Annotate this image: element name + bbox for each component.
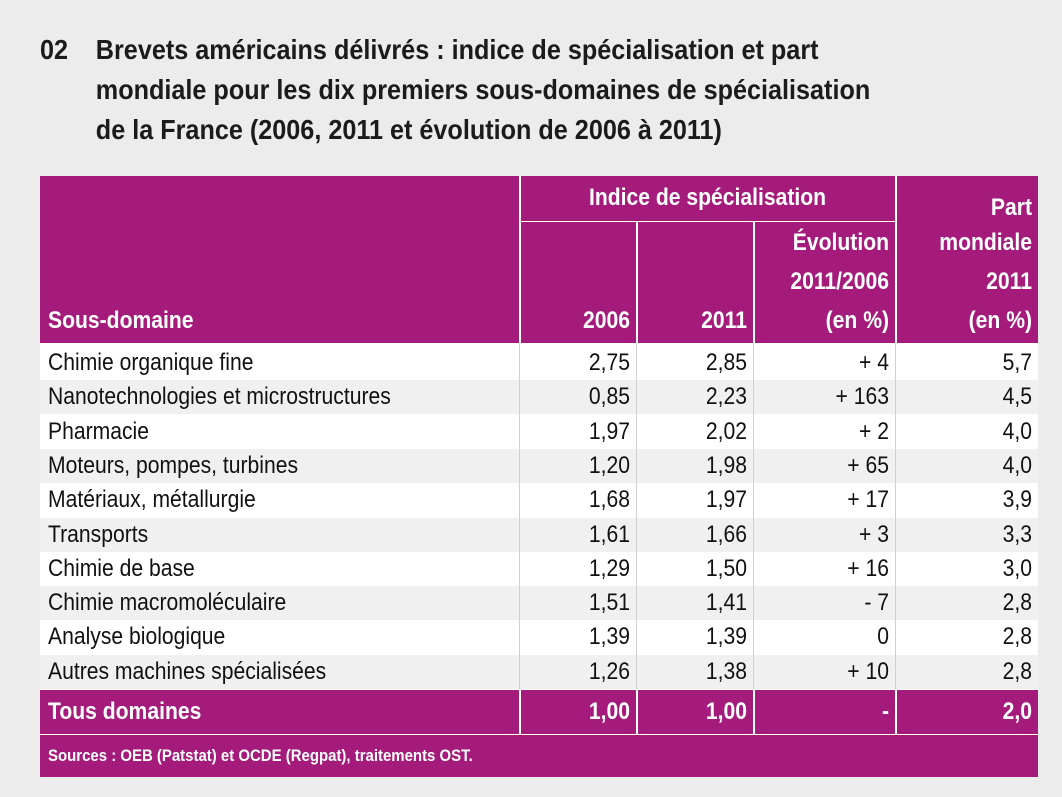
row-v2006: 1,39 <box>588 623 630 651</box>
row-label: Transports <box>48 520 149 548</box>
row-v2006: 1,26 <box>588 657 630 685</box>
row-label: Pharmacie <box>48 417 149 445</box>
row-evolution: - 7 <box>864 589 889 617</box>
row-v2011: 1,41 <box>705 589 747 617</box>
row-share: 4,0 <box>1002 451 1032 479</box>
total-evolution: - <box>881 698 889 725</box>
row-share: 4,0 <box>1002 417 1032 445</box>
title-line: Brevets américains délivrés : indice de … <box>95 34 819 65</box>
table-row: Transports 1,61 1,66 + 3 3,3 <box>40 517 1038 552</box>
row-v2011: 1,66 <box>705 520 747 548</box>
row-v2011: 1,39 <box>705 623 747 651</box>
total-row <box>40 690 1038 734</box>
header-divider <box>520 221 895 222</box>
header-2011: 2011 <box>701 307 747 334</box>
row-label: Analyse biologique <box>48 623 226 651</box>
total-label: Tous domaines <box>48 698 202 725</box>
row-v2006: 2,75 <box>588 349 630 376</box>
table-row: Matériaux, métallurgie 1,68 1,97 + 17 3,9 <box>40 483 1038 518</box>
title-line: mondiale pour les dix premiers sous-doma… <box>95 74 871 105</box>
row-v2011: 2,85 <box>705 349 747 376</box>
row-v2011: 1,97 <box>705 486 747 514</box>
column-divider <box>519 343 520 689</box>
row-evolution: + 17 <box>847 486 889 514</box>
header-divider <box>895 176 897 343</box>
header-subdomain: Sous-domaine <box>48 307 194 334</box>
header-evolution-2: 2011/2006 <box>790 268 889 295</box>
data-table: Sous-domaine Indice de spécialisation 20… <box>40 176 1038 777</box>
total-share: 2,0 <box>1002 698 1032 725</box>
row-share: 2,8 <box>1002 657 1032 685</box>
total-2006: 1,00 <box>588 698 630 725</box>
header-share-1: Part <box>990 194 1032 221</box>
row-label: Matériaux, métallurgie <box>48 486 256 514</box>
header-evolution-3: (en %) <box>825 307 889 334</box>
row-label: Autres machines spécialisées <box>48 657 327 685</box>
figure-title-text: Brevets américains délivrés : indice de … <box>96 30 1041 150</box>
row-evolution: 0 <box>877 623 889 651</box>
column-divider <box>753 343 754 689</box>
column-divider <box>636 343 637 689</box>
table-row: Chimie organique fine 2,75 2,85 + 4 5,7 <box>40 346 1038 380</box>
row-evolution: + 16 <box>847 554 889 582</box>
row-share: 2,8 <box>1002 623 1032 651</box>
row-v2006: 1,51 <box>588 589 630 617</box>
row-v2006: 0,85 <box>588 383 630 411</box>
header-divider <box>753 221 755 343</box>
row-v2011: 1,38 <box>705 657 747 685</box>
header-divider <box>519 176 521 343</box>
table-header <box>40 176 1038 343</box>
row-v2006: 1,61 <box>588 520 630 548</box>
column-divider <box>519 690 521 734</box>
row-v2011: 2,02 <box>705 417 747 445</box>
table-row: Analyse biologique 1,39 1,39 0 2,8 <box>40 620 1038 655</box>
header-2006: 2006 <box>583 307 630 334</box>
row-v2011: 2,23 <box>705 383 747 411</box>
row-share: 4,5 <box>1002 383 1032 411</box>
row-evolution: + 2 <box>859 417 889 445</box>
table-row: Moteurs, pompes, turbines 1,20 1,98 + 65 4,0 <box>40 448 1038 483</box>
table-row: Nanotechnologies et microstructures 0,85 2… <box>40 380 1038 415</box>
row-label: Nanotechnologies et microstructures <box>48 383 391 411</box>
row-share: 3,3 <box>1002 520 1032 548</box>
row-evolution: + 10 <box>847 657 889 685</box>
row-label: Chimie organique fine <box>48 349 254 376</box>
table-row: Chimie de base 1,29 1,50 + 16 3,0 <box>40 551 1038 586</box>
column-divider <box>895 343 896 689</box>
title-line: de la France (2006, 2011 et évolution de… <box>95 114 722 145</box>
table-row: Chimie macromoléculaire 1,51 1,41 - 7 2,8 <box>40 586 1038 621</box>
row-evolution: + 4 <box>859 349 889 376</box>
row-v2006: 1,97 <box>588 417 630 445</box>
row-label: Chimie de base <box>48 554 195 582</box>
row-share: 3,0 <box>1002 554 1032 582</box>
header-evolution-1: Évolution <box>792 229 889 256</box>
header-share-4: (en %) <box>968 307 1032 334</box>
row-v2006: 1,29 <box>588 554 630 582</box>
row-share: 2,8 <box>1002 589 1032 617</box>
header-share-3: 2011 <box>986 268 1032 295</box>
row-v2011: 1,98 <box>705 451 747 479</box>
header-divider <box>636 221 638 343</box>
column-divider <box>753 690 755 734</box>
row-label: Chimie macromoléculaire <box>48 589 287 617</box>
figure-number: 02 <box>40 34 69 65</box>
row-share: 3,9 <box>1002 486 1032 514</box>
table-row: Pharmacie 1,97 2,02 + 2 4,0 <box>40 414 1038 449</box>
source-band: Sources : OEB (Patstat) et OCDE (Regpat)… <box>40 735 1038 777</box>
header-index-group: Indice de spécialisation <box>588 184 827 211</box>
row-v2011: 1,50 <box>705 554 747 582</box>
row-evolution: + 65 <box>847 451 889 479</box>
total-2011: 1,00 <box>705 698 747 725</box>
row-evolution: + 163 <box>835 383 889 411</box>
row-v2006: 1,20 <box>588 451 630 479</box>
row-v2006: 1,68 <box>588 486 630 514</box>
column-divider <box>636 690 638 734</box>
row-evolution: + 3 <box>859 520 889 548</box>
header-share-2: mondiale <box>939 229 1032 256</box>
source-note: Sources : OEB (Patstat) et OCDE (Regpat)… <box>48 746 473 765</box>
row-label: Moteurs, pompes, turbines <box>48 451 299 479</box>
table-row: Autres machines spécialisées 1,26 1,38 + 10… <box>40 654 1038 689</box>
row-share: 5,7 <box>1002 349 1032 376</box>
column-divider <box>895 690 897 734</box>
